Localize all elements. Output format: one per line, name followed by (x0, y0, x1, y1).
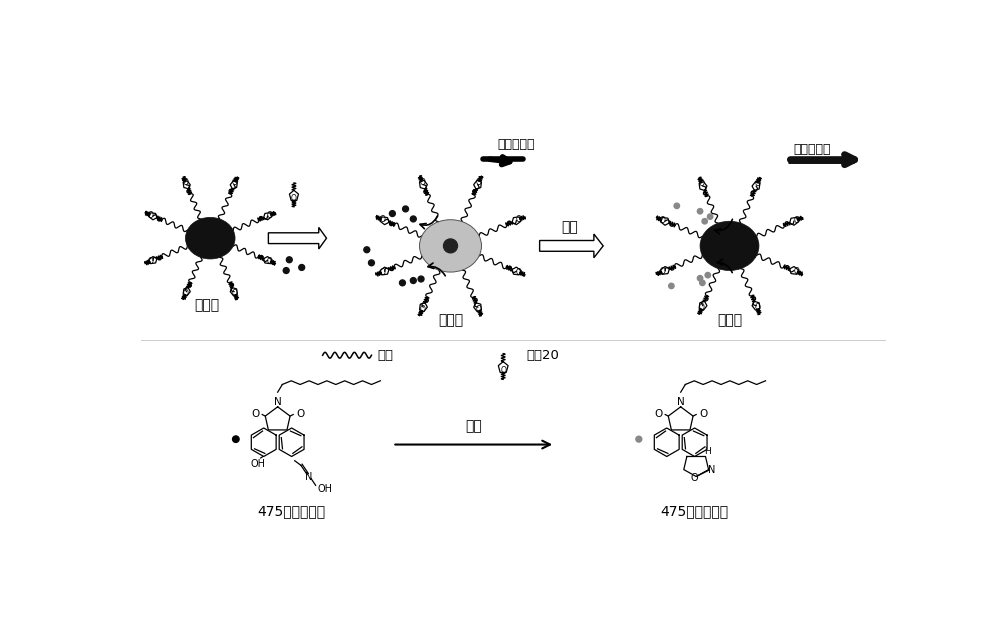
Text: O: O (500, 366, 506, 375)
Text: 农药: 农药 (561, 220, 578, 234)
Text: 油酸: 油酸 (377, 349, 393, 362)
Text: OH: OH (251, 459, 266, 469)
Circle shape (364, 247, 370, 252)
Text: 无荧光: 无荧光 (438, 314, 463, 327)
Circle shape (299, 264, 305, 270)
Text: 475纳米有吸收: 475纳米有吸收 (258, 504, 326, 518)
Text: 有蓝色荧光: 有蓝色荧光 (793, 143, 831, 156)
Ellipse shape (185, 218, 235, 259)
Circle shape (697, 276, 703, 281)
Text: OH: OH (317, 484, 332, 494)
Text: O: O (419, 178, 425, 187)
Circle shape (400, 280, 405, 286)
Text: 吐温20: 吐温20 (526, 349, 559, 362)
Circle shape (669, 283, 674, 288)
Text: O: O (654, 409, 662, 419)
Text: N: N (708, 465, 715, 475)
Text: N: N (305, 472, 312, 482)
Text: O: O (419, 305, 425, 314)
Circle shape (418, 276, 424, 282)
Text: 农药: 农药 (465, 419, 482, 433)
Text: O: O (232, 289, 238, 298)
Circle shape (674, 203, 680, 208)
Text: O: O (699, 179, 705, 189)
Circle shape (410, 278, 416, 283)
Text: 有荧光: 有荧光 (194, 298, 219, 312)
Text: O: O (267, 257, 272, 266)
Text: O: O (660, 267, 666, 276)
Text: O: O (793, 267, 799, 276)
Text: O: O (476, 178, 482, 187)
Text: O: O (251, 409, 259, 419)
Text: O: O (183, 289, 189, 298)
Text: N: N (677, 397, 685, 407)
Text: 有荧光: 有荧光 (717, 314, 742, 327)
Circle shape (444, 239, 457, 253)
Ellipse shape (420, 220, 482, 272)
Text: O: O (516, 268, 522, 276)
Ellipse shape (700, 221, 759, 271)
Text: N: N (274, 397, 282, 407)
Text: O: O (183, 179, 189, 187)
Text: O: O (754, 179, 760, 189)
Circle shape (389, 211, 395, 216)
Text: O: O (754, 304, 760, 312)
Circle shape (369, 260, 374, 266)
Text: 475纳米无吸收: 475纳米无吸收 (661, 504, 729, 518)
Text: 无蓝色荧光: 无蓝色荧光 (497, 138, 534, 151)
Text: O: O (267, 211, 272, 220)
Text: O: O (699, 304, 705, 312)
Polygon shape (268, 227, 326, 249)
Text: O: O (379, 215, 385, 224)
Text: O: O (296, 409, 304, 419)
Text: O: O (148, 257, 154, 266)
Text: O: O (516, 215, 522, 224)
Text: O: O (476, 305, 482, 314)
Circle shape (705, 273, 711, 278)
Text: O: O (699, 409, 707, 419)
Circle shape (410, 216, 416, 222)
Text: O: O (148, 211, 154, 220)
Text: O: O (660, 216, 666, 225)
Circle shape (233, 436, 239, 442)
Circle shape (697, 208, 703, 214)
Text: O: O (793, 216, 799, 225)
Circle shape (403, 206, 408, 212)
Text: O: O (232, 179, 238, 187)
Polygon shape (540, 234, 603, 257)
Circle shape (700, 280, 705, 286)
Circle shape (702, 218, 707, 224)
Text: O: O (291, 194, 297, 203)
Text: O: O (691, 473, 698, 483)
Circle shape (636, 436, 642, 442)
Circle shape (283, 268, 289, 273)
Text: O: O (379, 268, 385, 276)
Circle shape (707, 214, 713, 220)
Circle shape (286, 257, 292, 262)
Text: H: H (704, 447, 710, 456)
